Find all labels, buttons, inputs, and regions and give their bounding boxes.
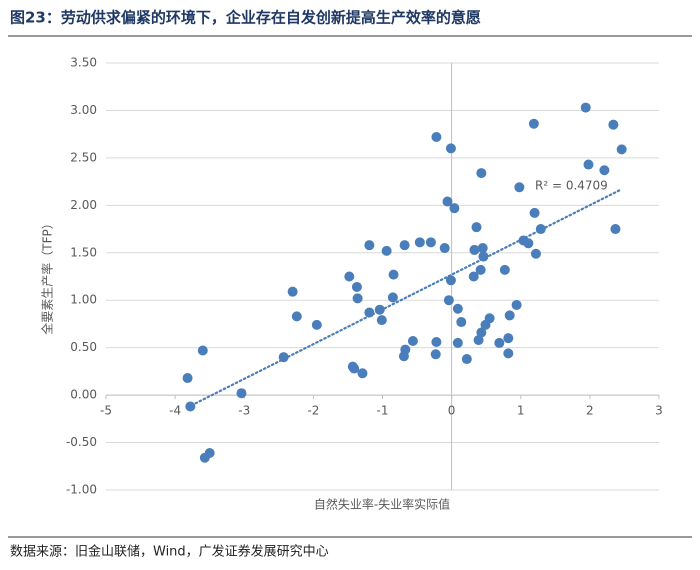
y-tick-label: 0.00 — [70, 388, 97, 402]
point — [484, 313, 495, 324]
point — [431, 132, 442, 143]
point — [535, 224, 546, 235]
point — [344, 271, 355, 282]
point — [197, 345, 208, 356]
point — [443, 295, 454, 306]
point — [414, 237, 425, 248]
point — [399, 240, 410, 251]
point — [599, 165, 610, 176]
x-tick-label: -1 — [377, 404, 389, 418]
y-tick-label: 3.00 — [70, 103, 97, 117]
x-tick-label: -4 — [169, 404, 181, 418]
annotation: R² = 0.4709 — [535, 179, 608, 193]
point — [352, 293, 363, 304]
point — [349, 363, 360, 374]
point — [523, 238, 534, 249]
y-tick-label: 0.50 — [70, 340, 97, 354]
point — [400, 344, 411, 355]
point — [476, 168, 487, 179]
x-tick-label: 0 — [448, 404, 456, 418]
trendline — [186, 188, 623, 409]
source: 数据来源：旧金山联储，Wind，广发证券发展研究中心 — [10, 544, 329, 560]
y-axis-label: 全要素生产率（TFP） — [40, 217, 55, 334]
x-tick-label: -5 — [100, 404, 112, 418]
point — [477, 243, 488, 254]
point — [616, 144, 627, 155]
point — [452, 303, 463, 314]
point — [476, 327, 487, 338]
point — [468, 271, 479, 282]
point — [494, 337, 505, 348]
point — [387, 292, 398, 303]
y-tick-label: 2.00 — [70, 198, 97, 212]
point — [364, 307, 375, 318]
point — [503, 348, 514, 359]
point — [431, 336, 442, 347]
point — [583, 159, 594, 170]
point — [376, 315, 387, 326]
point — [278, 352, 289, 363]
point — [511, 299, 522, 310]
y-tick-label: -1.00 — [66, 483, 97, 497]
y-tick-label: 2.50 — [70, 150, 97, 164]
point — [381, 245, 392, 256]
point — [425, 237, 436, 248]
x-tick-label: -3 — [238, 404, 250, 418]
x-tick-label: 3 — [655, 404, 663, 418]
x-tick-label: 2 — [586, 404, 594, 418]
point — [449, 203, 460, 214]
point — [236, 388, 247, 399]
point — [471, 222, 482, 233]
point — [529, 207, 540, 218]
point — [291, 311, 302, 322]
point — [475, 264, 486, 275]
point — [499, 264, 510, 275]
point — [182, 373, 193, 384]
x-axis-label: 自然失业率-失业率实际值 — [314, 497, 450, 512]
point — [351, 281, 362, 292]
point — [287, 286, 298, 297]
y-tick-label: 3.50 — [70, 56, 97, 70]
point — [610, 224, 621, 235]
chart-title: 图23：劳动供求偏紧的环境下，企业存在自发创新提高生产效率的意愿 — [10, 9, 481, 27]
point — [478, 251, 489, 262]
point — [364, 240, 375, 251]
point — [439, 243, 450, 254]
point — [461, 354, 472, 365]
point — [503, 333, 514, 344]
point — [452, 337, 463, 348]
point — [204, 447, 215, 458]
point — [469, 244, 480, 255]
point — [430, 349, 441, 360]
point — [445, 143, 456, 154]
y-tick-label: 1.00 — [70, 293, 97, 307]
point — [530, 248, 541, 259]
y-tick-label: 1.50 — [70, 245, 97, 259]
point — [456, 317, 467, 328]
point — [311, 319, 322, 330]
point — [473, 335, 484, 346]
point — [357, 368, 368, 379]
point — [608, 119, 619, 130]
point — [528, 118, 539, 129]
y-tick-label: -0.50 — [66, 435, 97, 449]
point — [445, 275, 456, 286]
point — [407, 336, 418, 347]
point — [374, 304, 385, 315]
point — [504, 310, 515, 321]
point — [514, 182, 525, 193]
point — [580, 102, 591, 113]
point — [442, 196, 453, 207]
point — [185, 401, 196, 412]
x-tick-label: -2 — [307, 404, 319, 418]
point — [388, 269, 399, 280]
x-tick-label: 1 — [517, 404, 525, 418]
